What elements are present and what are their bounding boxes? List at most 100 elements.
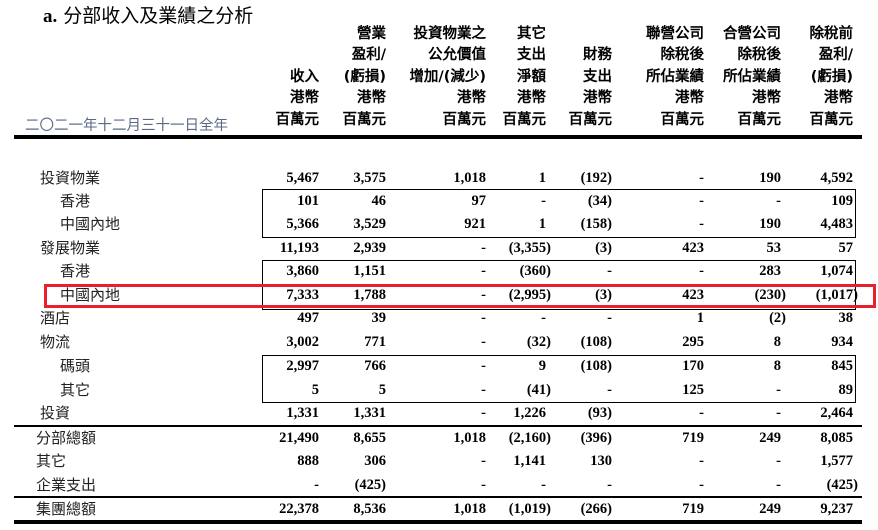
cell-finance-costs: (396) (580, 430, 612, 446)
row-label: 其它 (36, 452, 67, 470)
column-header-line: 公允價值 (428, 47, 486, 63)
cell-operating-profit: 1,331 (353, 405, 386, 421)
column-header-line: (虧損) (343, 68, 386, 85)
column-header-line: 營業 (357, 25, 386, 42)
row-label: 中國內地 (60, 286, 121, 304)
column-header-line: 支出 (517, 47, 546, 63)
row-label: 中國內地 (60, 215, 121, 233)
cell-joint-ventures: - (776, 382, 781, 398)
cell-joint-ventures: 190 (759, 216, 781, 232)
column-header-revenue: 收入港幣百萬元 (276, 67, 320, 132)
column-header-line: 投資物業之 (413, 25, 487, 42)
cell-other-expenses: (2,995) (508, 287, 551, 303)
column-header-line: 港幣 (824, 90, 853, 106)
section-title: a. 分部收入及業績之分析 (43, 1, 253, 28)
cell-profit-before-tax: (425) (826, 477, 858, 493)
cell-ip-fair-value: 1,018 (453, 430, 486, 446)
column-header-line: 百萬元 (442, 111, 487, 128)
cell-revenue: 2,997 (286, 358, 319, 374)
subtotal-rule (14, 425, 862, 427)
cell-profit-before-tax: 934 (831, 334, 853, 350)
cell-joint-ventures: 249 (759, 430, 781, 446)
cell-joint-ventures: (230) (754, 287, 786, 303)
row-label: 香港 (60, 262, 91, 280)
cell-associates: - (699, 216, 704, 232)
table-row: 分部總額 21,490 8,655 1,018 (2,160) (396) 719 249 8,… (0, 427, 878, 450)
column-header-joint-ventures: 合營公司 除稅後 所佔業績 港幣 百萬元 (723, 24, 781, 132)
cell-finance-costs: 130 (590, 453, 612, 469)
column-header-finance-costs: 財務 支出 港幣 百萬元 (569, 45, 613, 131)
cell-operating-profit: 8,536 (353, 501, 386, 517)
cell-ip-fair-value: - (481, 240, 486, 256)
cell-profit-before-tax: (1,017) (815, 287, 858, 303)
table-row: 投資 1,331 1,331 - 1,226 (93) - - 2,464 (0, 402, 878, 425)
row-label: 發展物業 (40, 239, 101, 257)
cell-revenue: 11,193 (279, 240, 319, 256)
cell-associates: - (699, 477, 704, 493)
table-row: 香港 101 46 97 - (34) - - 109 (0, 190, 878, 213)
cell-profit-before-tax: 57 (838, 240, 854, 256)
cell-ip-fair-value: - (481, 310, 486, 326)
cell-associates: - (699, 263, 704, 279)
row-label: 分部總額 (36, 429, 97, 447)
cell-ip-fair-value: - (481, 382, 486, 398)
column-header-line: 除稅後 (660, 47, 705, 63)
total-rule (14, 496, 862, 498)
cell-profit-before-tax: 109 (831, 193, 853, 209)
cell-joint-ventures: (2) (769, 310, 786, 326)
column-header-associates: 聯營公司 除稅後 所佔業績 港幣 百萬元 (646, 24, 704, 132)
column-header-line: 所佔業績 (646, 68, 704, 85)
cell-revenue: 21,490 (279, 430, 319, 446)
row-label: 其它 (60, 381, 91, 399)
cell-associates: 719 (682, 430, 704, 446)
cell-operating-profit: 5 (378, 382, 386, 398)
cell-other-expenses: - (541, 477, 546, 493)
cell-ip-fair-value: - (481, 263, 486, 279)
cell-finance-costs: (108) (580, 358, 612, 374)
cell-joint-ventures: 8 (773, 334, 781, 350)
cell-associates: - (699, 453, 704, 469)
cell-operating-profit: 3,575 (353, 170, 386, 186)
column-header-line: 港幣 (290, 90, 319, 106)
column-header-line: 百萬元 (275, 111, 320, 128)
cell-associates: - (699, 193, 704, 209)
cell-other-expenses: 1 (538, 216, 546, 232)
cell-joint-ventures: - (776, 453, 781, 469)
cell-profit-before-tax: 89 (838, 382, 854, 398)
table-row: 酒店 497 39 - - - 1 (2) 38 (0, 307, 878, 330)
column-header-line: 百萬元 (737, 111, 782, 128)
cell-ip-fair-value: 921 (464, 216, 486, 232)
cell-joint-ventures: - (776, 193, 781, 209)
row-label: 碼頭 (60, 357, 91, 375)
table-row: 企業支出 - (425) - - - - - (425) (0, 474, 878, 497)
cell-other-expenses: - (541, 310, 546, 326)
column-header-line: 港幣 (517, 90, 546, 106)
column-header-line: 收入 (290, 68, 319, 85)
cell-associates: 295 (682, 334, 704, 350)
period-label: 二〇二一年十二月三十一日全年 (25, 118, 228, 134)
cell-associates: 423 (682, 240, 704, 256)
cell-joint-ventures: 53 (766, 240, 782, 256)
cell-other-expenses: (360) (519, 263, 551, 279)
cell-associates: 170 (682, 358, 704, 374)
cell-ip-fair-value: - (481, 287, 486, 303)
cell-revenue: 1,331 (286, 405, 319, 421)
cell-other-expenses: (41) (526, 382, 551, 398)
column-header-line: 其它 (517, 25, 546, 42)
column-header-line: 百萬元 (502, 111, 547, 128)
column-header-line: 合營公司 (723, 25, 781, 42)
row-label: 酒店 (40, 309, 71, 327)
table-row: 其它 5 5 - (41) - 125 - 89 (0, 379, 878, 402)
cell-revenue: 888 (297, 453, 319, 469)
cell-associates: 1 (696, 310, 704, 326)
cell-revenue: 5 (311, 382, 319, 398)
cell-operating-profit: 306 (364, 453, 386, 469)
cell-revenue: 5,366 (286, 216, 319, 232)
cell-other-expenses: - (541, 193, 546, 209)
column-header-line: 增加/(減少) (409, 68, 486, 85)
cell-joint-ventures: 249 (759, 501, 781, 517)
column-header-line: 百萬元 (342, 111, 387, 128)
cell-operating-profit: (425) (354, 477, 386, 493)
column-header-line: 盈利/ (818, 47, 853, 63)
cell-revenue: 3,002 (286, 334, 319, 350)
